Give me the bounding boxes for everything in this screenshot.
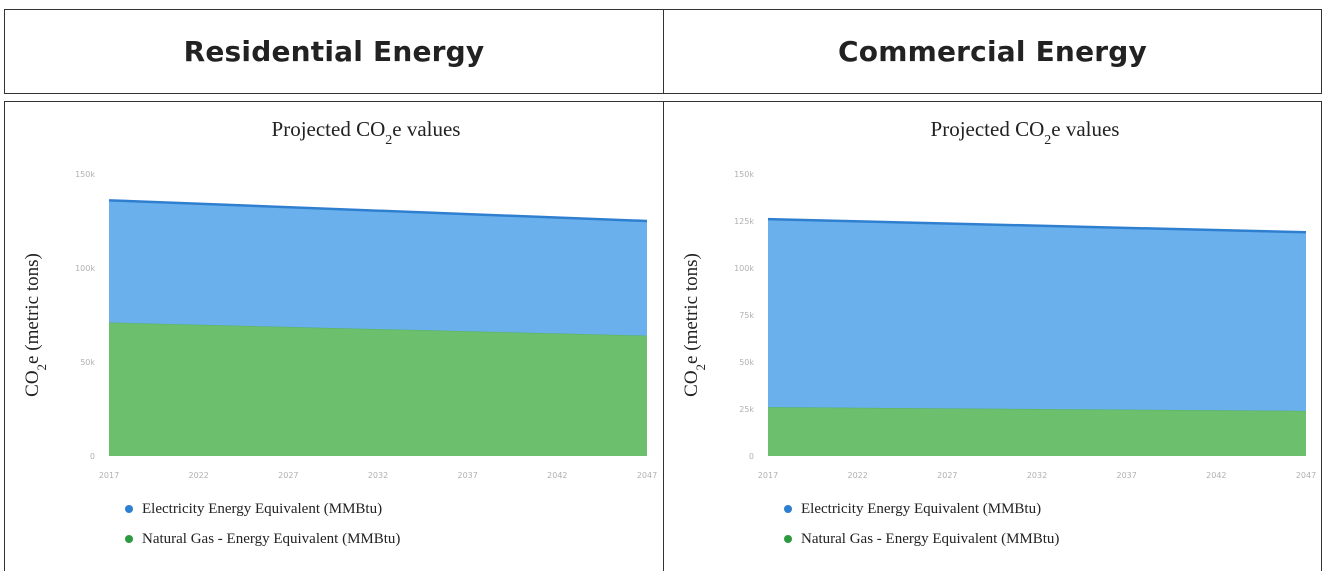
residential-header: Residential Energy — [183, 35, 485, 68]
series-line-electricity — [767, 217, 1307, 234]
area-electricity — [768, 219, 1306, 411]
y-tick-label: 25k — [739, 405, 754, 414]
y-axis-label: CO2e (metric tons) — [22, 253, 49, 397]
x-tick-label: 2047 — [1296, 471, 1316, 480]
chart-title: Projected CO2e values — [272, 117, 461, 148]
legend-label-natural-gas: Natural Gas - Energy Equivalent (MMBtu) — [801, 530, 1060, 547]
y-tick-label: 50k — [739, 358, 754, 367]
natural-gas-swatch — [125, 535, 133, 543]
y-tick-label: 0 — [90, 452, 95, 461]
natural-gas-swatch — [784, 535, 792, 543]
legend-label-electricity: Electricity Energy Equivalent (MMBtu) — [801, 500, 1042, 517]
electricity-swatch — [784, 505, 792, 513]
commercial-header: Commercial Energy — [838, 35, 1147, 68]
commercial-chart-panel: Projected CO2e values CO2e (metric tons) 0… — [663, 101, 1322, 571]
legend-label-natural-gas: Natural Gas - Energy Equivalent (MMBtu) — [142, 530, 401, 547]
x-tick-label: 2017 — [99, 471, 119, 480]
chart-title: Projected CO2e values — [931, 117, 1120, 148]
y-tick-label: 125k — [734, 217, 754, 226]
series-line-electricity — [108, 199, 648, 223]
legend-item-natural-gas: Natural Gas - Energy Equivalent (MMBtu) — [125, 524, 400, 554]
y-tick-label: 100k — [75, 264, 95, 273]
area-electricity — [109, 200, 647, 336]
x-tick-label: 2032 — [368, 471, 388, 480]
legend-item-electricity: Electricity Energy Equivalent (MMBtu) — [125, 494, 400, 524]
dashboard: Residential Energy Commercial Energy Pro… — [4, 9, 1322, 571]
x-tick-label: 2022 — [847, 471, 867, 480]
x-tick-label: 2047 — [637, 471, 657, 480]
x-tick-label: 2037 — [1116, 471, 1136, 480]
y-tick-label: 150k — [734, 170, 754, 179]
x-tick-label: 2042 — [547, 471, 567, 480]
y-tick-label: 0 — [749, 452, 754, 461]
area-natural-gas — [768, 407, 1306, 456]
y-tick-label: 150k — [75, 170, 95, 179]
commercial-legend: Electricity Energy Equivalent (MMBtu) Na… — [784, 494, 1059, 554]
y-tick-label: 75k — [739, 311, 754, 320]
y-axis-label: CO2e (metric tons) — [681, 253, 708, 397]
x-tick-label: 2027 — [278, 471, 298, 480]
x-tick-label: 2037 — [457, 471, 477, 480]
residential-legend: Electricity Energy Equivalent (MMBtu) Na… — [125, 494, 400, 554]
y-tick-label: 100k — [734, 264, 754, 273]
x-tick-label: 2042 — [1206, 471, 1226, 480]
chart-row: Projected CO2e values CO2e (metric tons) 0… — [4, 101, 1322, 571]
residential-chart-panel: Projected CO2e values CO2e (metric tons) 0… — [4, 101, 664, 571]
area-natural-gas — [109, 322, 647, 456]
x-tick-label: 2017 — [758, 471, 778, 480]
electricity-swatch — [125, 505, 133, 513]
x-tick-label: 2022 — [188, 471, 208, 480]
commercial-header-cell: Commercial Energy — [663, 9, 1322, 94]
residential-header-cell: Residential Energy — [4, 9, 664, 94]
legend-label-electricity: Electricity Energy Equivalent (MMBtu) — [142, 500, 383, 517]
y-tick-label: 50k — [80, 358, 95, 367]
x-tick-label: 2032 — [1027, 471, 1047, 480]
header-row: Residential Energy Commercial Energy — [4, 9, 1322, 96]
commercial-chart: Projected CO2e values CO2e (metric tons) 0… — [681, 117, 1316, 480]
legend-item-natural-gas: Natural Gas - Energy Equivalent (MMBtu) — [784, 524, 1059, 554]
legend-item-electricity: Electricity Energy Equivalent (MMBtu) — [784, 494, 1059, 524]
series-line-natural-gas — [108, 322, 648, 337]
x-tick-label: 2027 — [937, 471, 957, 480]
residential-chart: Projected CO2e values CO2e (metric tons) 0… — [22, 117, 657, 480]
